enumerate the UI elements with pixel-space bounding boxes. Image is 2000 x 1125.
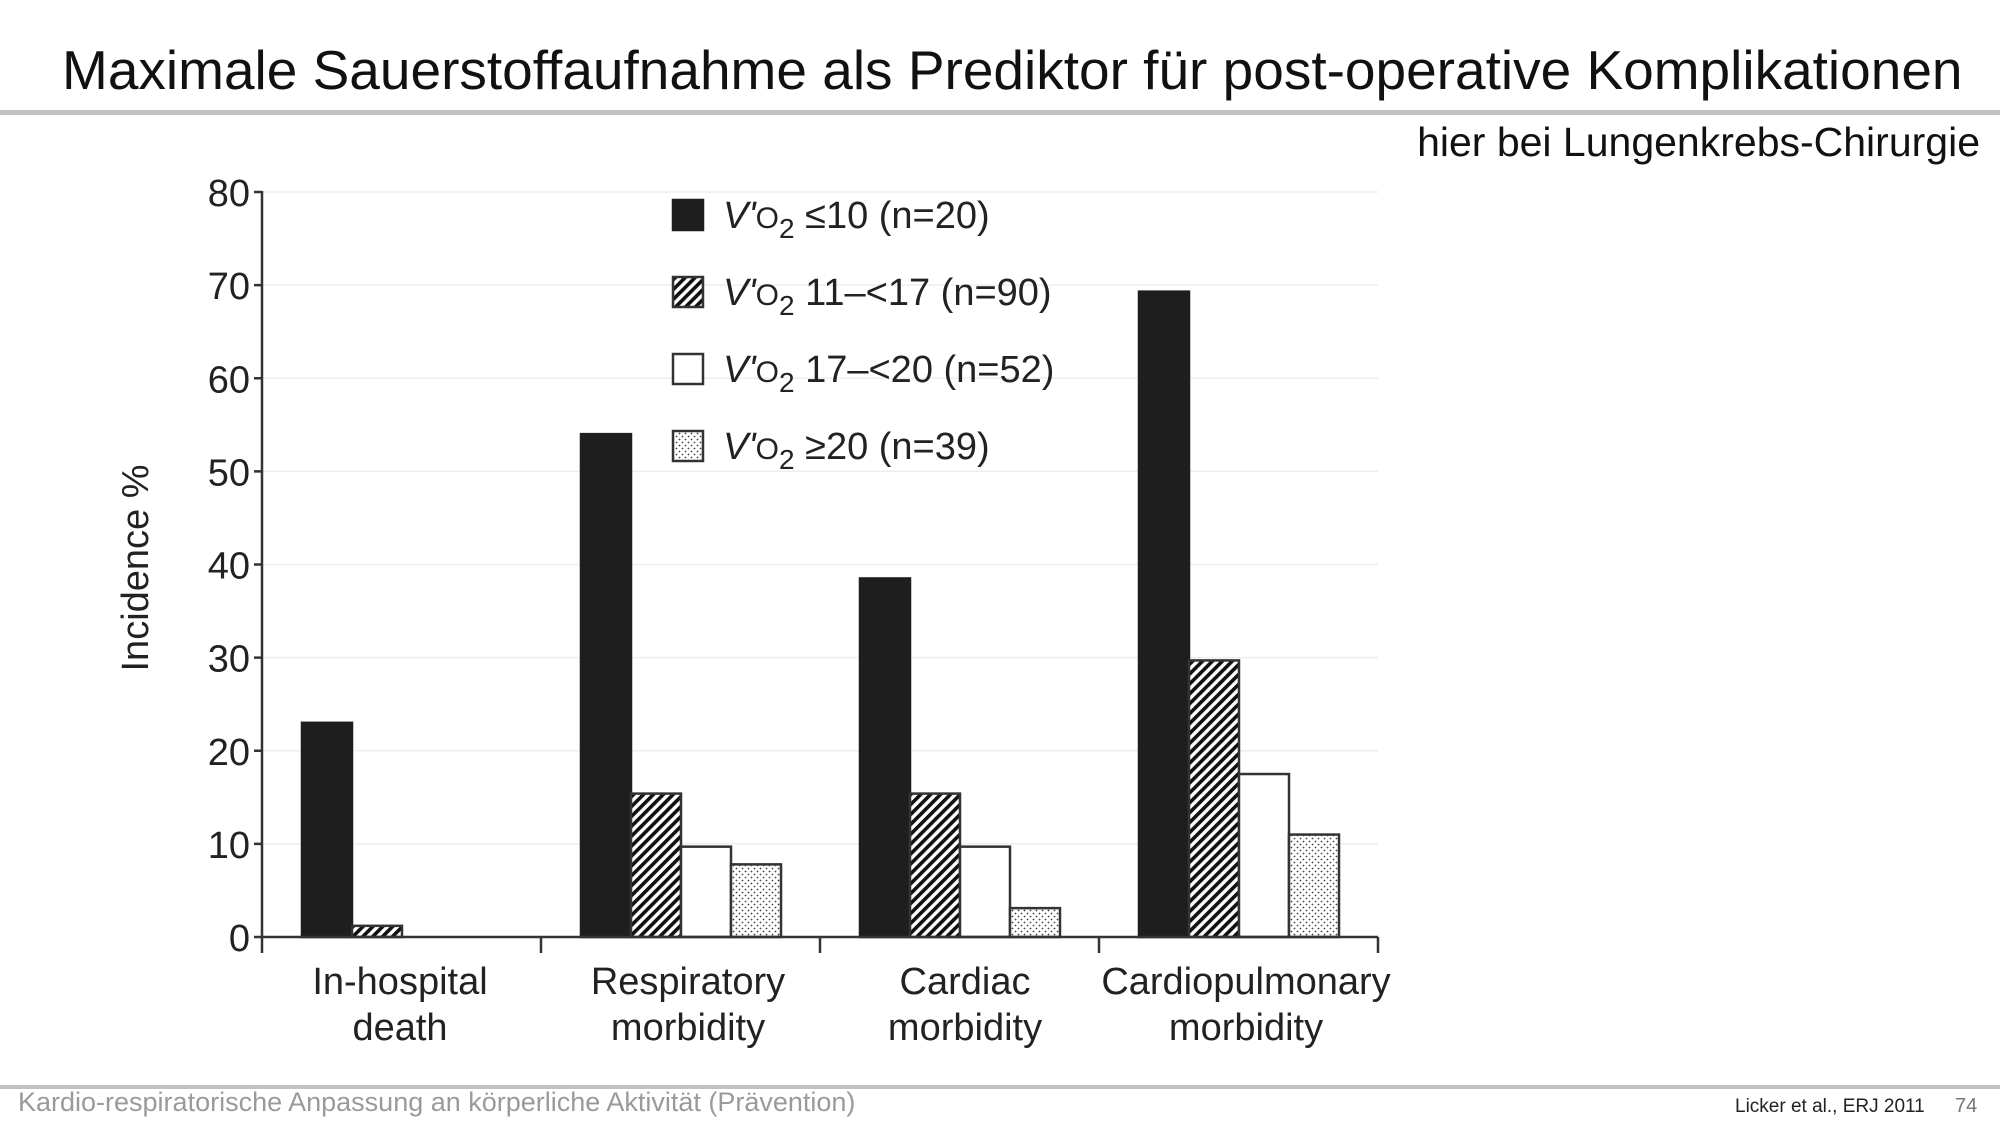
footer-divider [0, 1085, 2000, 1089]
y-tick-label: 0 [229, 918, 250, 960]
legend-swatch [671, 198, 705, 232]
y-tick-label: 70 [208, 266, 250, 308]
legend-swatch [671, 429, 705, 463]
x-category-label: morbidity [611, 1007, 765, 1049]
x-category-label: morbidity [1169, 1007, 1323, 1049]
grid-lines [262, 191, 1378, 845]
y-tick-label: 20 [208, 732, 250, 774]
bar-4-3 [1008, 906, 1062, 939]
x-category-label: Respiratory [591, 961, 785, 1003]
x-category-label: morbidity [888, 1007, 1042, 1049]
bar-2-3 [908, 792, 962, 939]
y-tick-label: 50 [208, 452, 250, 494]
legend-label: V'O2 17–<20 (n=52) [723, 349, 1054, 398]
y-tick-label: 80 [208, 173, 250, 215]
footer-text: Kardio-respiratorische Anpassung an körp… [18, 1087, 856, 1117]
y-tick-label: 40 [208, 546, 250, 588]
y-tick-label: 10 [208, 825, 250, 867]
bar-1-2 [579, 432, 633, 939]
legend-label: V'O2 ≥20 (n=39) [723, 426, 990, 475]
bar-1-3 [858, 577, 912, 939]
bar-1-4 [1137, 290, 1191, 939]
bar-1-1 [300, 721, 354, 939]
legend: V'O2 ≤10 (n=20) V'O2 11–<17 (n=90) V'O2 17… [671, 195, 1054, 475]
title-divider [0, 110, 2000, 115]
bar-2-1 [350, 924, 404, 939]
bar-2-2 [629, 792, 683, 939]
legend-swatch [671, 275, 705, 309]
legend-item-4: V'O2 ≥20 (n=39) [671, 426, 990, 475]
y-tick-label: 60 [208, 359, 250, 401]
bar-4-4 [1287, 833, 1341, 939]
citation: Licker et al., ERJ 2011 [1735, 1096, 1925, 1117]
page-number: 74 [1955, 1095, 1978, 1117]
x-category-label: Cardiopulmonary [1101, 961, 1390, 1003]
y-tick-label: 30 [208, 639, 250, 681]
bar-2-4 [1187, 659, 1241, 939]
legend-swatch [671, 352, 705, 386]
slide-subtitle: hier bei Lungenkrebs-Chirurgie [1417, 119, 1980, 165]
bar-3-4 [1237, 772, 1291, 939]
bar-4-2 [729, 863, 783, 939]
x-category-label: Cardiac [900, 961, 1031, 1003]
axes [254, 190, 1380, 953]
legend-item-3: V'O2 17–<20 (n=52) [671, 349, 1054, 398]
legend-item-1: V'O2 ≤10 (n=20) [671, 195, 990, 244]
legend-label: V'O2 ≤10 (n=20) [723, 195, 990, 244]
slide-title: Maximale Sauerstoffaufnahme als Predikto… [62, 39, 1963, 101]
x-category-label: In-hospital [312, 961, 487, 1003]
bar-3-2 [679, 845, 733, 939]
legend-item-2: V'O2 11–<17 (n=90) [671, 272, 1052, 321]
x-category-label: death [352, 1007, 447, 1049]
bar-3-3 [958, 845, 1012, 939]
legend-label: V'O2 11–<17 (n=90) [723, 272, 1052, 321]
y-axis-title: Incidence % [115, 464, 157, 671]
